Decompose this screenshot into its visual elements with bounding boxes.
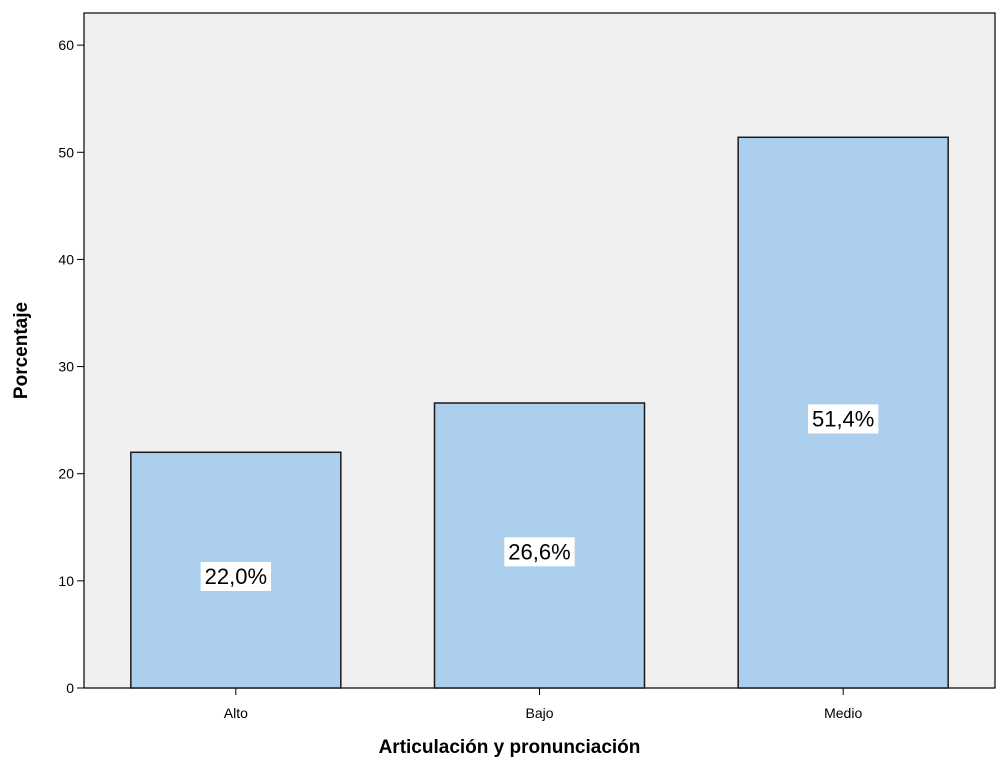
y-tick-label: 60 — [58, 37, 74, 53]
x-axis-title: Articulación y pronunciación — [379, 737, 641, 758]
data-label-background — [504, 537, 575, 567]
y-tick-label: 40 — [58, 251, 74, 267]
y-tick-label: 50 — [58, 144, 74, 160]
y-tick-label: 0 — [66, 680, 74, 696]
y-tick-label: 20 — [58, 466, 74, 482]
x-tick-label: Bajo — [525, 705, 553, 721]
y-tick-label: 10 — [58, 573, 74, 589]
data-label-background — [807, 404, 879, 434]
data-label-bajo: 26,6% — [504, 537, 575, 567]
data-label-text: 51,4% — [812, 406, 874, 431]
data-label-medio: 51,4% — [807, 404, 879, 434]
data-labels: 22,0% 26,6% 51,4% — [200, 404, 879, 591]
x-axis: Alto Bajo Medio — [224, 688, 862, 721]
data-label-text: 22,0% — [205, 564, 267, 589]
y-tick-label: 30 — [58, 359, 74, 375]
y-axis-title: Porcentaje — [11, 302, 32, 399]
y-axis: 0 10 20 30 40 50 60 — [58, 37, 84, 696]
x-tick-label: Medio — [824, 705, 862, 721]
data-label-background — [200, 561, 272, 591]
data-label-text: 26,6% — [508, 539, 570, 564]
x-tick-label: Alto — [224, 705, 248, 721]
data-label-alto: 22,0% — [200, 561, 272, 591]
